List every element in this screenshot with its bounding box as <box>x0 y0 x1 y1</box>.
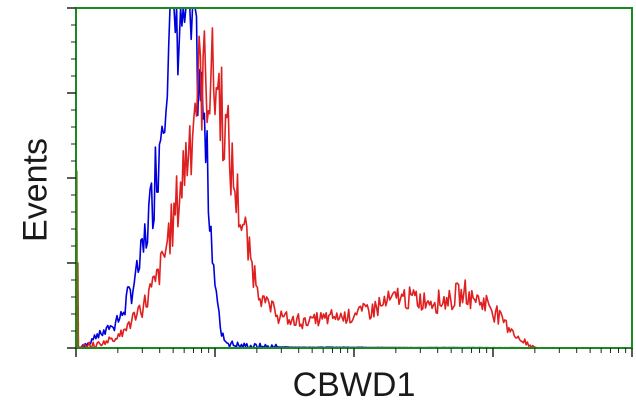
series-line-1 <box>75 7 632 349</box>
y-axis-label: Events <box>16 138 55 242</box>
series-line-2 <box>75 27 632 349</box>
x-axis-label: CBWD1 <box>292 366 416 404</box>
plot-frame <box>75 7 633 349</box>
